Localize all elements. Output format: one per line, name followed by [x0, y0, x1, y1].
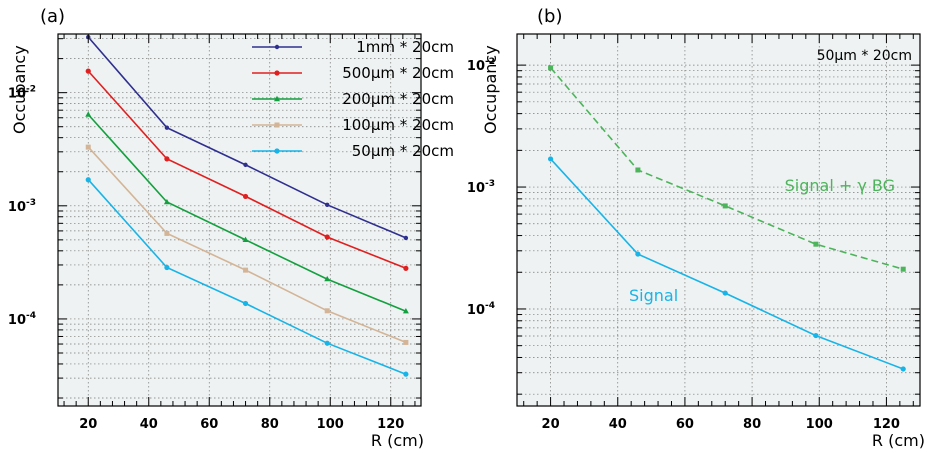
series-a	[85, 34, 409, 377]
x-axis-title-a: R (cm)	[371, 431, 424, 450]
data-point	[403, 371, 409, 377]
legend-label: 100μm * 20cm	[342, 116, 454, 134]
plot-area-b	[516, 33, 921, 407]
data-point	[164, 230, 170, 236]
series-annotation: Signal + γ BG	[785, 176, 895, 195]
axes-a: 20 40 60 80 100 120 10-2 10-3 10-4	[8, 33, 422, 432]
data-point	[85, 177, 91, 183]
data-point	[324, 340, 330, 346]
series-b	[547, 65, 906, 372]
x-tick-label: 80	[743, 417, 761, 432]
data-point	[85, 111, 92, 117]
data-point	[635, 251, 641, 257]
data-point	[324, 234, 330, 240]
annotations-b: Signal + γ BG Signal	[629, 176, 895, 305]
data-point	[635, 167, 641, 173]
legend-marker	[274, 122, 280, 128]
data-point	[402, 308, 409, 314]
x-tick-label: 80	[261, 417, 279, 432]
legend-label: 1mm * 20cm	[356, 38, 454, 56]
series-annotation: Signal	[629, 286, 678, 305]
y-axis-title-a: Occupancy	[10, 45, 29, 134]
data-point	[547, 156, 554, 162]
legend-marker	[274, 95, 280, 102]
x-tick-label: 40	[140, 417, 158, 432]
data-point	[243, 162, 248, 168]
data-point	[243, 267, 249, 273]
grid-a	[58, 34, 421, 406]
data-point	[85, 68, 91, 74]
legend-marker	[274, 148, 280, 154]
data-point	[324, 275, 331, 282]
data-point	[164, 156, 170, 162]
grid-b	[517, 34, 920, 406]
data-point	[900, 266, 906, 272]
data-point	[242, 236, 249, 243]
panel-note-b: 50μm * 20cm	[817, 48, 912, 64]
x-tick-label: 120	[377, 417, 404, 432]
series-line	[549, 67, 904, 270]
x-tick-label: 120	[873, 417, 900, 432]
y-tick-label: 10-3	[8, 198, 36, 215]
data-point	[242, 300, 249, 307]
y-tick-label: 10-4	[8, 311, 36, 328]
data-point	[242, 193, 249, 200]
data-point	[722, 290, 728, 296]
x-tick-label: 60	[676, 417, 694, 432]
data-point	[722, 203, 728, 209]
panel-a: 20 40 60 80 100 120 10-2 10-3 10-4 1mm * 20cm 500…	[8, 6, 454, 450]
legend-marker	[274, 70, 280, 76]
data-point	[164, 125, 170, 130]
data-point	[403, 265, 409, 271]
x-axis-title-b: R (cm)	[872, 431, 925, 450]
legend-marker	[274, 44, 280, 50]
plot-frame	[57, 33, 422, 407]
x-tick-label: 20	[79, 417, 97, 432]
y-tick-label: 10-4	[467, 301, 495, 318]
data-point	[900, 366, 906, 372]
axes-b: 20 40 60 80 100 120 10-2 10-3 10-4	[467, 33, 921, 432]
panel-label-a: (a)	[40, 6, 65, 27]
data-point	[548, 65, 554, 71]
legend-label: 500μm * 20cm	[342, 64, 454, 82]
y-axis-title-b: Occupancy	[481, 45, 500, 134]
legend-label: 50μm * 20cm	[352, 142, 454, 160]
x-tick-label: 100	[317, 417, 344, 432]
panel-b: 20 40 60 80 100 120 10-2 10-3 10-4 Signal + γ BG…	[467, 6, 925, 450]
plot-frame	[516, 33, 921, 407]
data-point	[85, 144, 91, 150]
data-point	[403, 339, 409, 345]
y-tick-label: 10-3	[467, 179, 495, 196]
data-point	[813, 332, 819, 339]
panel-label-b: (b)	[537, 6, 562, 27]
data-point	[813, 241, 819, 247]
data-point	[324, 308, 330, 314]
x-tick-label: 40	[609, 417, 627, 432]
legend-label: 200μm * 20cm	[342, 90, 454, 108]
x-tick-label: 20	[542, 417, 560, 432]
legend-a: 1mm * 20cm 500μm * 20cm 200μm * 20cm 100μm …	[252, 38, 454, 160]
x-tick-label: 100	[806, 417, 833, 432]
y-tick-label: 10-2	[467, 57, 495, 74]
data-point	[325, 202, 330, 208]
x-tick-label: 60	[200, 417, 218, 432]
data-point	[164, 264, 170, 271]
data-point	[163, 198, 170, 205]
data-point	[403, 235, 409, 241]
y-tick-label: 10-2	[8, 85, 36, 102]
